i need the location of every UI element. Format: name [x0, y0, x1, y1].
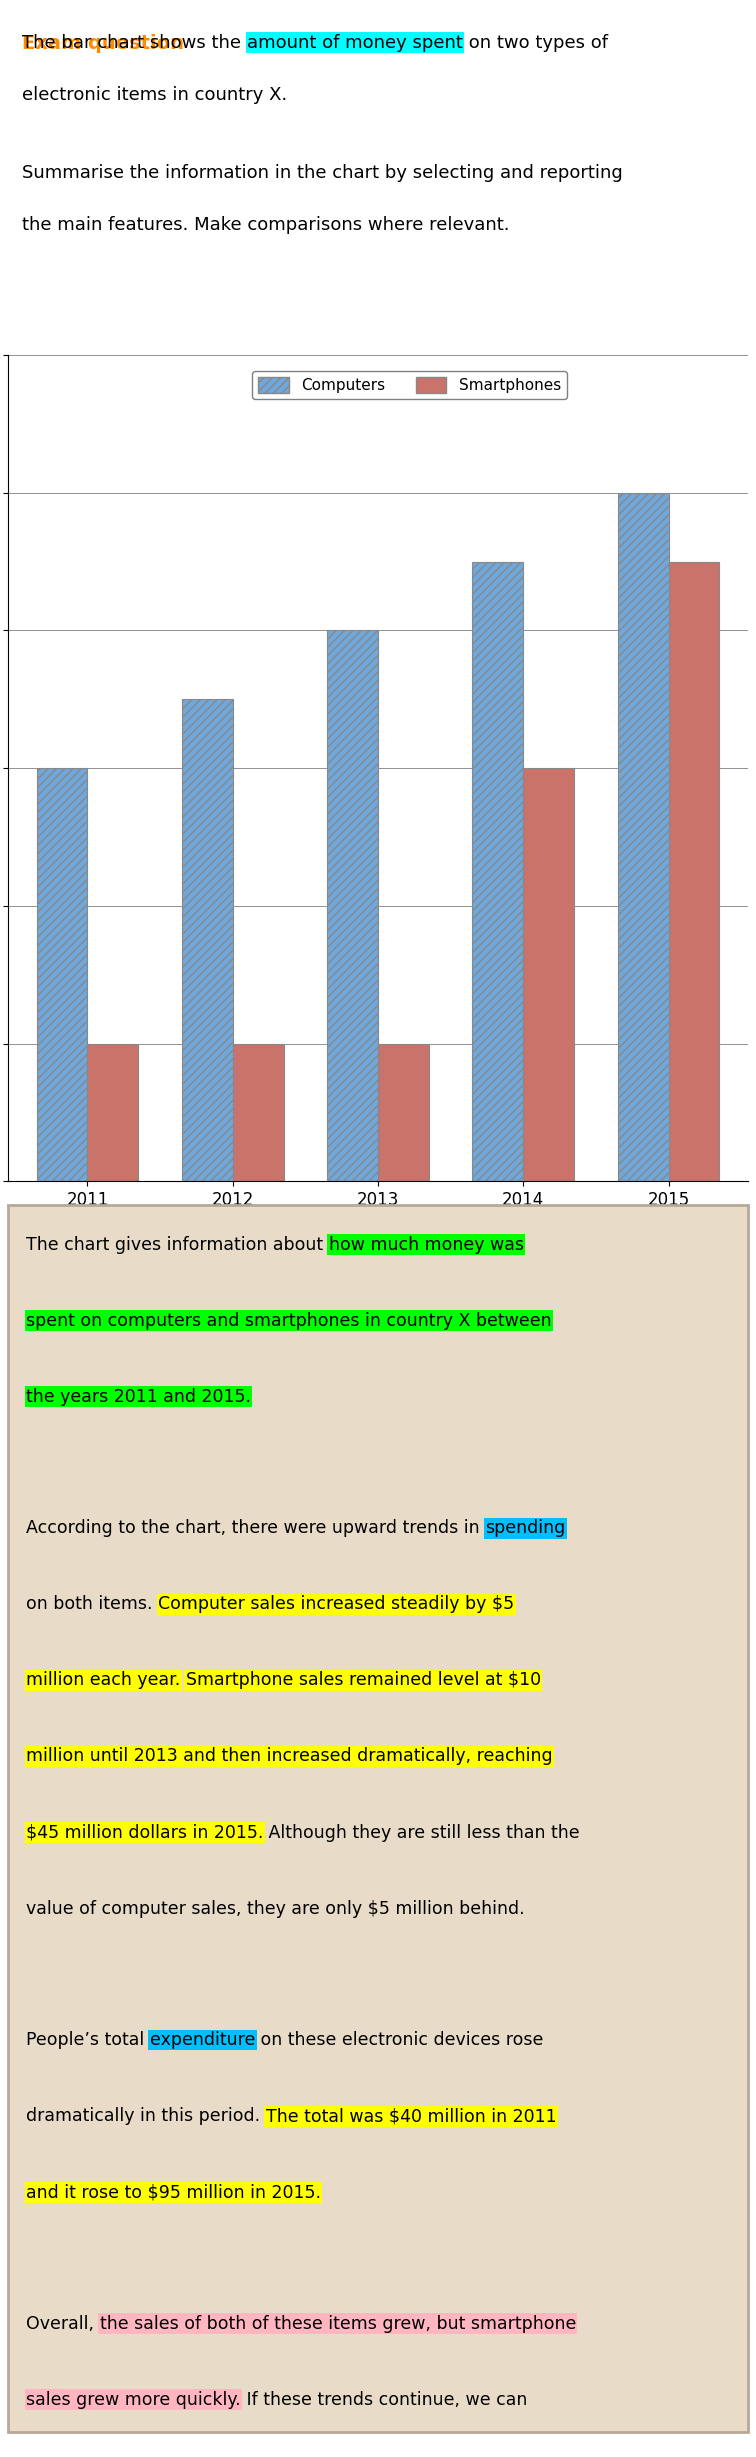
Bar	[378, 1044, 429, 1182]
Text: on two types of: on two types of	[463, 34, 608, 52]
Text: million each year.: million each year.	[26, 1671, 181, 1690]
Text: million until 2013 and then increased dramatically, reaching: million until 2013 and then increased dr…	[26, 1747, 553, 1767]
Text: Although they are still less than the: Although they are still less than the	[263, 1823, 580, 1843]
Bar	[88, 1044, 138, 1182]
Text: value of computer sales, they are only $5 million behind.: value of computer sales, they are only $…	[26, 1899, 525, 1916]
X-axis label: Year: Year	[358, 1214, 398, 1233]
Text: dramatically in this period.: dramatically in this period.	[26, 2108, 265, 2125]
Text: spent on computers and smartphones in country X between: spent on computers and smartphones in co…	[26, 1312, 552, 1329]
Text: The bar chart shows the: The bar chart shows the	[23, 34, 247, 52]
Text: Summarise the information in the chart by selecting and reporting: Summarise the information in the chart b…	[23, 165, 623, 182]
Text: Smartphone sales remained level at $10: Smartphone sales remained level at $10	[186, 1671, 541, 1690]
Text: the years 2011 and 2015.: the years 2011 and 2015.	[26, 1388, 251, 1405]
Text: Overall,: Overall,	[26, 2314, 100, 2332]
Text: electronic items in country X.: electronic items in country X.	[23, 86, 287, 103]
Text: spending: spending	[485, 1518, 565, 1538]
Bar	[472, 563, 523, 1182]
Bar	[618, 494, 668, 1182]
Text: $45 million dollars in 2015.: $45 million dollars in 2015.	[26, 1823, 263, 1843]
FancyBboxPatch shape	[8, 1204, 748, 2432]
Text: how much money was: how much money was	[329, 1236, 524, 1253]
Text: Computer sales increased steadily by $5: Computer sales increased steadily by $5	[158, 1595, 514, 1614]
Text: and it rose to $95 million in 2015.: and it rose to $95 million in 2015.	[26, 2184, 321, 2201]
Text: The chart gives information about: The chart gives information about	[26, 1236, 329, 1253]
Text: According to the chart, there were upward trends in: According to the chart, there were upwar…	[26, 1518, 485, 1538]
Bar	[36, 769, 88, 1182]
Text: If these trends continue, we can: If these trends continue, we can	[240, 2391, 527, 2408]
Text: amount of money spent: amount of money spent	[247, 34, 463, 52]
Text: the sales of both of these items grew, but smartphone: the sales of both of these items grew, b…	[100, 2314, 576, 2332]
Text: The total was $40 million in 2011: The total was $40 million in 2011	[265, 2108, 556, 2125]
Bar	[668, 563, 720, 1182]
Text: on these electronic devices rose: on these electronic devices rose	[256, 2032, 544, 2049]
Text: on both items.: on both items.	[26, 1595, 158, 1614]
Text: sales grew more quickly.: sales grew more quickly.	[26, 2391, 240, 2408]
Bar	[523, 769, 574, 1182]
Bar	[327, 631, 378, 1182]
Bar	[182, 700, 233, 1182]
Bar	[233, 1044, 284, 1182]
Text: the main features. Make comparisons where relevant.: the main features. Make comparisons wher…	[23, 216, 510, 233]
Text: expenditure: expenditure	[150, 2032, 256, 2049]
Text: Exam question: Exam question	[23, 34, 184, 52]
Text: People’s total: People’s total	[26, 2032, 150, 2049]
Legend: Computers, Smartphones: Computers, Smartphones	[253, 371, 567, 398]
